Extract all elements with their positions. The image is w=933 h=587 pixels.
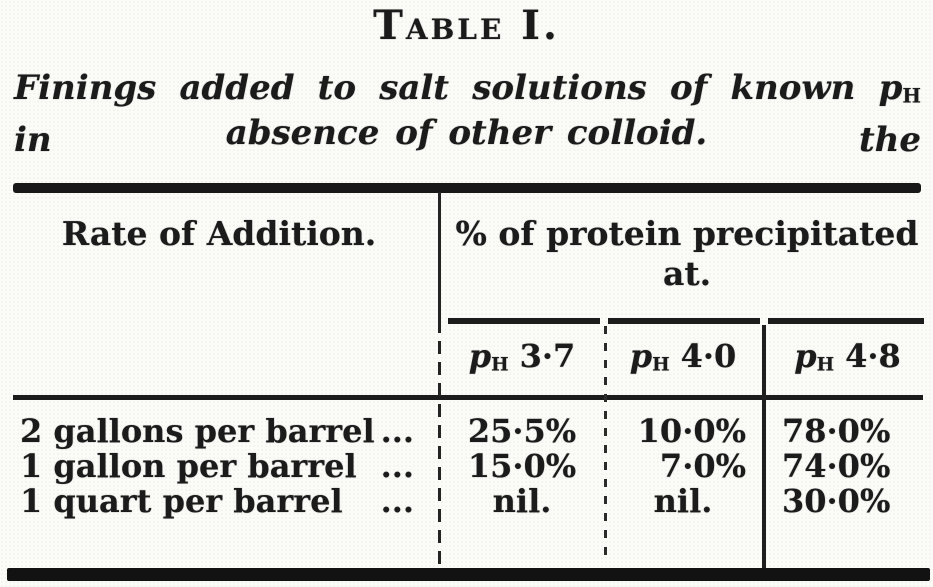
mid-rule <box>13 395 923 400</box>
leader-dots: ... <box>380 412 414 450</box>
protein-header-line-2: at. <box>662 254 712 293</box>
bottom-rule <box>7 568 930 581</box>
sub-rule-ph-3-7 <box>448 318 600 324</box>
row-label-cell: 1 gallon per barrel ... <box>0 449 440 484</box>
ph-symbol-subscript: H <box>902 83 921 108</box>
leader-dots: ... <box>380 482 414 520</box>
table-row: 1 quart per barrel ... nil. nil. 30·0% <box>0 484 933 519</box>
row-label-cell: 2 gallons per barrel ... <box>0 414 440 449</box>
cell-value: 30·0% <box>782 482 891 520</box>
ph-header-spacer <box>0 336 440 385</box>
table-row: 2 gallons per barrel ... 25·5% 10·0% 78·… <box>0 414 933 449</box>
ph-header-row: pH 3·7 pH 4·0 pH 4·8 <box>0 336 933 385</box>
ph-value: 4·0 <box>680 337 737 375</box>
ph-symbol-base: p <box>878 68 903 108</box>
rate-of-addition-header: Rate of Addition. <box>61 214 377 253</box>
ph-base: p <box>629 337 653 375</box>
ph-value: 3·7 <box>519 337 576 375</box>
row-label: 2 gallons per barrel <box>20 412 375 450</box>
cell-value: nil. <box>492 482 552 520</box>
column-divider-ph37-ph40 <box>604 326 607 560</box>
ph-subscript: H <box>816 354 835 376</box>
ph-subscript: H <box>652 354 670 376</box>
protein-precipitated-header: % of protein precipitated at. <box>441 214 933 294</box>
table-caption-line-1: Finings added to salt solutions of known… <box>14 66 921 162</box>
table-title: Table I. <box>373 2 560 49</box>
cell-value: 15·0% <box>467 447 577 485</box>
cell-value: 74·0% <box>782 447 891 485</box>
cell-value: 10·0% <box>637 412 746 450</box>
ph-column-header-3-7: pH 3·7 <box>440 336 604 385</box>
sub-rule-ph-4-8 <box>768 318 924 324</box>
ph-base: p <box>468 337 492 375</box>
column-divider-main-upper <box>438 192 441 320</box>
cell-value: 78·0% <box>782 412 891 450</box>
table-caption-line-2: absence of other colloid. <box>225 113 708 153</box>
leader-dots: ... <box>380 447 414 485</box>
row-label-cell: 1 quart per barrel ... <box>0 484 440 519</box>
cell-value: 25·5% <box>467 412 577 450</box>
ph-base: p <box>794 337 817 375</box>
column-divider-ph40-ph48 <box>762 325 766 568</box>
ph-column-header-4-8: pH 4·8 <box>762 336 933 385</box>
row-label: 1 quart per barrel <box>20 482 343 520</box>
sub-rule-ph-4-0 <box>608 318 760 324</box>
caption-text-after-ph: in the <box>14 119 921 160</box>
ph-subscript: H <box>491 354 509 376</box>
cell-value: nil. <box>653 482 713 520</box>
top-rule <box>13 183 921 193</box>
ph-column-header-4-0: pH 4·0 <box>604 336 762 385</box>
column-divider-main-lower <box>438 320 441 568</box>
table-row: 1 gallon per barrel ... 15·0% 7·0% 74·0% <box>0 449 933 484</box>
row-label: 1 gallon per barrel <box>20 447 357 485</box>
cell-value: 7·0% <box>659 447 746 485</box>
caption-text-before-ph: Finings added to salt solutions of known <box>14 68 879 108</box>
ph-value: 4·8 <box>845 337 901 375</box>
table-body: 2 gallons per barrel ... 25·5% 10·0% 78·… <box>0 414 933 519</box>
protein-header-line-1: % of protein precipitated <box>455 214 919 253</box>
